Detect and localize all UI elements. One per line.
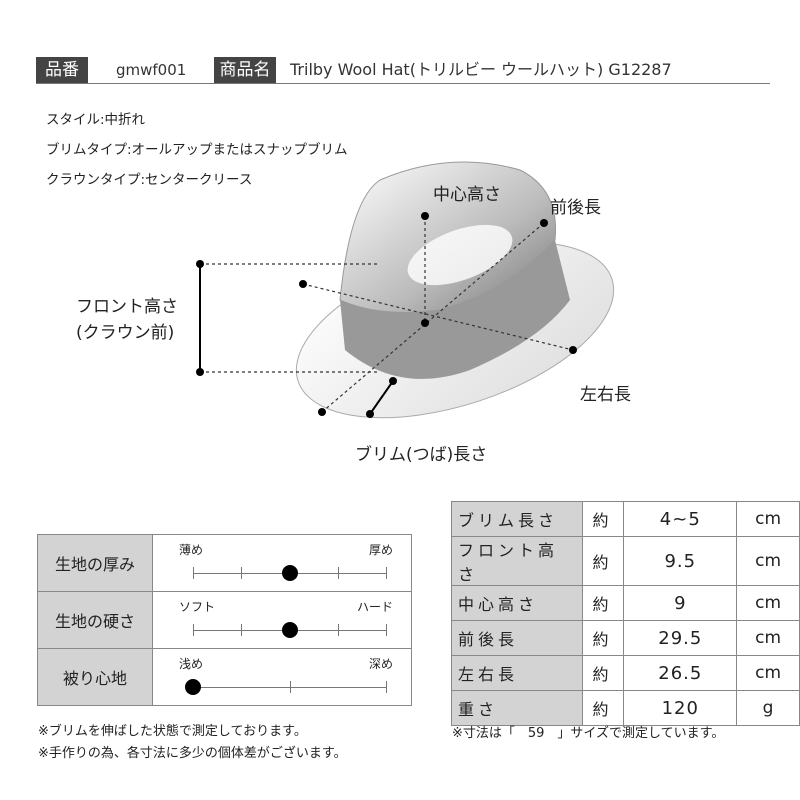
size-unit: cm [736,536,800,586]
size-value: 4~5 [623,501,738,537]
code-label: 品番 [36,57,88,83]
spec-style: スタイル:中折れ [46,112,146,128]
scale-marker [185,679,201,695]
size-label: 左右長 [451,655,583,691]
size-approx: 約 [581,620,625,656]
size-approx: 約 [581,585,625,621]
scale-track [193,622,387,638]
size-table: ブリム長さ約 4~5 cm フロント高さ約 9.5 cm 中心高さ約 9 cm 前後長約 29.5 c… [451,501,800,726]
product-name: Trilby Wool Hat(トリルビー ウールハット) G12287 [290,60,672,79]
scale-tick [289,681,291,693]
size-row: ブリム長さ約 4~5 cm [451,501,800,537]
hat-diagram [196,161,615,419]
feel-table: 生地の厚み 薄め 厚め 生地の硬さ ソフト ハード 被り心地 浅め 深め [37,534,412,706]
feel-label: 被り心地 [37,648,153,706]
size-row: 重さ約 120 g [451,690,800,726]
size-label: フロント高さ [451,536,583,586]
feel-scale: 薄め 厚め [152,534,412,592]
scale-tick [386,681,387,693]
scale-tick [386,567,387,579]
scale-tick [193,567,194,579]
scale-max-label: ハード [356,600,393,614]
size-label: 重さ [451,690,583,726]
size-row: 中心高さ約 9 cm [451,585,800,621]
size-unit: cm [736,620,800,656]
size-row: フロント高さ約 9.5 cm [451,536,800,586]
size-unit: g [736,690,800,726]
feel-row: 生地の硬さ ソフト ハード [37,591,412,649]
scale-marker [281,622,298,638]
name-label: 商品名 [214,57,276,83]
scale-track [185,679,387,695]
scale-max-label: 厚め [368,543,393,557]
scale-min-label: 浅め [179,657,204,671]
label-front-back: 前後長 [550,198,601,218]
note-size: ※寸法は「 59 」サイズで測定しています。 [452,726,725,741]
label-front-height-note: (クラウン前) [76,323,175,343]
scale-tick [337,624,339,636]
scale-tick [337,567,339,579]
size-label: ブリム長さ [451,501,583,537]
feel-label: 生地の厚み [37,534,153,592]
label-front-height: フロント高さ [76,297,178,317]
scale-max-label: 深め [368,657,393,671]
feel-row: 生地の厚み 薄め 厚め [37,534,412,592]
scale-tick [386,624,387,636]
size-value: 120 [623,690,738,726]
scale-min-label: 薄め [179,543,204,557]
size-approx: 約 [581,655,625,691]
size-value: 26.5 [623,655,738,691]
size-value: 9 [623,585,738,621]
feel-row: 被り心地 浅め 深め [37,648,412,706]
feel-scale: ソフト ハード [152,591,412,649]
scale-min-label: ソフト [179,600,216,614]
size-row: 左右長約 26.5 cm [451,655,800,691]
size-label: 中心高さ [451,585,583,621]
size-approx: 約 [581,690,625,726]
size-value: 9.5 [623,536,738,586]
note-handmade: ※手作りの為、各寸法に多少の個体差がございます。 [38,746,347,761]
scale-tick [241,624,243,636]
label-center-height: 中心高さ [433,185,501,205]
size-approx: 約 [581,501,625,537]
header-divider [36,83,770,84]
note-brim: ※ブリムを伸ばした状態で測定しております。 [38,724,307,739]
size-unit: cm [736,501,800,537]
product-code: gmwf001 [116,61,187,79]
spec-brim-type: ブリムタイプ:オールアップまたはスナップブリム [46,142,348,158]
label-brim: ブリム(つば)長さ [355,445,488,465]
spec-crown-type: クラウンタイプ:センタークリース [46,172,253,188]
size-value: 29.5 [623,620,738,656]
size-label: 前後長 [451,620,583,656]
label-left-right: 左右長 [580,385,631,405]
size-row: 前後長約 29.5 cm [451,620,800,656]
size-unit: cm [736,585,800,621]
scale-tick [193,624,194,636]
scale-track [193,565,387,581]
size-unit: cm [736,655,800,691]
feel-label: 生地の硬さ [37,591,153,649]
size-approx: 約 [581,536,625,586]
feel-scale: 浅め 深め [152,648,412,706]
scale-marker [281,565,298,581]
scale-tick [241,567,243,579]
hat-illustration [295,161,615,419]
